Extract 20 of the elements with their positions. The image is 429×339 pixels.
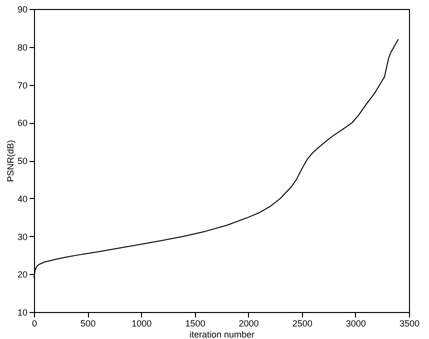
x-tick-label: 3000	[346, 318, 366, 328]
y-axis-title: PSNR(dB)	[5, 140, 16, 182]
x-tick-label: 3500	[399, 318, 420, 328]
x-tick-label: 1000	[132, 318, 152, 328]
x-tick-label: 2000	[238, 318, 259, 328]
x-tick-label: 0	[32, 318, 38, 328]
y-tick-label: 90	[17, 4, 28, 14]
y-tick-label: 60	[17, 118, 28, 128]
x-tick-label: 500	[80, 318, 96, 328]
y-tick-label: 10	[17, 308, 28, 318]
y-tick-label: 50	[17, 156, 28, 166]
y-tick-label: 30	[17, 232, 28, 242]
x-tick-label: 2500	[292, 318, 312, 328]
y-tick-label: 80	[17, 42, 28, 52]
x-axis-title: iteration number	[189, 330, 255, 339]
y-tick-label: 70	[17, 80, 28, 90]
line-series	[34, 38, 399, 278]
x-tick-label: 1500	[185, 318, 206, 328]
y-tick-label: 20	[17, 270, 28, 280]
y-tick-label: 40	[17, 194, 28, 204]
